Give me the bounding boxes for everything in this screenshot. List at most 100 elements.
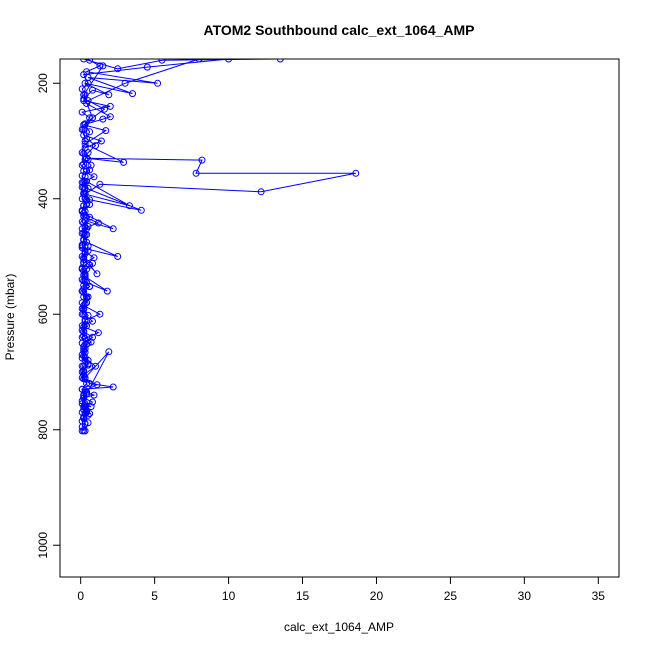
data-point	[86, 128, 94, 136]
data-point	[81, 177, 89, 185]
data-point	[78, 108, 86, 116]
data-point	[78, 423, 86, 431]
data-point	[96, 180, 104, 188]
x-tick-label: 20	[370, 589, 384, 603]
data-point	[81, 356, 89, 364]
data-point	[78, 206, 86, 214]
data-point	[84, 247, 92, 255]
data-point	[78, 362, 86, 370]
data-point	[78, 322, 86, 330]
data-point	[80, 71, 88, 79]
data-point	[257, 188, 265, 196]
data-point	[129, 90, 136, 98]
x-tick-label: 5	[151, 589, 158, 603]
data-point	[81, 316, 89, 324]
series-line	[82, 59, 200, 432]
data-point	[106, 113, 114, 121]
data-point	[276, 59, 284, 63]
data-point	[81, 156, 89, 163]
data-point	[109, 225, 117, 233]
data-point	[109, 383, 117, 391]
data-point	[92, 362, 99, 370]
data-point	[81, 224, 89, 232]
data-point	[103, 287, 111, 295]
data-point	[114, 253, 122, 260]
plot-data	[78, 59, 360, 435]
y-axis-label: Pressure (mbar)	[3, 274, 17, 361]
data-point	[83, 225, 91, 233]
data-point	[89, 333, 96, 341]
data-point	[99, 62, 107, 70]
data-point	[84, 339, 92, 347]
data-point	[126, 202, 133, 210]
data-point	[80, 160, 88, 168]
data-point	[99, 115, 107, 123]
data-point	[114, 65, 122, 73]
data-point	[81, 137, 89, 145]
data-point	[137, 206, 145, 214]
axes: 0 5 10 15 20 25 30 35 200 400 600 800 1000	[36, 58, 620, 603]
data-point	[105, 348, 113, 356]
data-point	[78, 385, 86, 393]
chart-title: ATOM2 Southbound calc_ext_1064_AMP	[204, 22, 475, 38]
data-point	[89, 114, 96, 122]
data-point	[89, 259, 96, 267]
data-point	[80, 345, 88, 353]
x-axis-label: calc_ext_1064_AMP	[284, 620, 394, 634]
data-point	[83, 201, 91, 208]
data-point	[87, 161, 95, 169]
series-line	[80, 59, 356, 432]
data-point	[106, 102, 114, 110]
data-point	[78, 149, 86, 157]
y-tick-label: 400	[36, 188, 50, 208]
data-point	[86, 166, 94, 174]
data-point	[81, 403, 89, 411]
data-point	[120, 158, 128, 166]
data-point	[83, 380, 91, 387]
data-point	[192, 169, 200, 177]
data-point	[352, 169, 360, 177]
data-point	[89, 317, 96, 325]
data-point	[89, 86, 96, 94]
data-point	[80, 219, 88, 227]
data-point	[90, 391, 98, 399]
x-tick-label: 25	[444, 589, 458, 603]
x-tick-label: 35	[592, 589, 606, 603]
data-point	[83, 265, 91, 273]
data-point	[84, 97, 92, 105]
data-point	[80, 91, 88, 99]
y-tick-label: 800	[36, 419, 50, 439]
data-point	[121, 79, 129, 87]
y-tick-label: 1000	[36, 532, 50, 559]
data-point	[94, 219, 102, 227]
data-point	[198, 156, 206, 164]
x-tick-label: 0	[77, 589, 84, 603]
data-point	[92, 142, 99, 150]
y-tick-label: 600	[36, 304, 50, 324]
x-tick-label: 30	[518, 589, 532, 603]
data-point	[96, 310, 104, 318]
data-point	[78, 229, 86, 237]
data-point	[195, 59, 203, 63]
series-4	[78, 62, 107, 431]
data-point	[80, 59, 88, 63]
data-point	[80, 126, 88, 133]
data-point	[90, 173, 98, 181]
data-point	[225, 59, 233, 63]
data-point	[97, 137, 105, 145]
data-point	[78, 253, 86, 260]
data-point	[93, 381, 101, 389]
data-point	[143, 63, 151, 71]
data-point	[84, 419, 92, 427]
data-point	[81, 270, 89, 278]
data-point	[78, 172, 86, 180]
data-point	[94, 329, 102, 337]
data-point	[154, 79, 162, 87]
series-1	[78, 59, 360, 435]
y-tick-label: 200	[36, 73, 50, 93]
data-point	[100, 105, 108, 113]
x-tick-label: 15	[296, 589, 310, 603]
series-2	[78, 59, 233, 435]
data-point	[78, 299, 86, 307]
